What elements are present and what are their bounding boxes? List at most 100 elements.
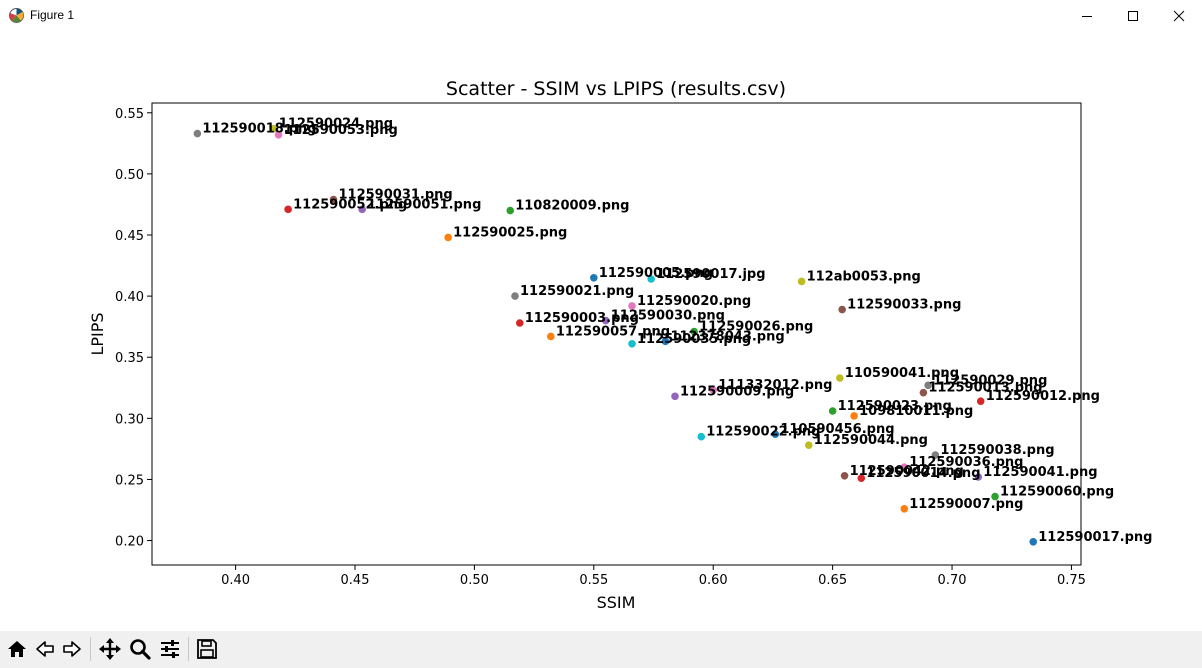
point-label: 112590051.png <box>367 197 481 212</box>
scatter-point <box>193 129 202 138</box>
point-label: 112590007.png <box>909 497 1023 512</box>
data-points <box>193 124 1038 546</box>
scatter-point <box>850 412 858 420</box>
home-button[interactable] <box>4 636 30 662</box>
y-axis-ticks: 0.20 0.25 0.30 0.35 0.40 0.45 0.50 0.55 <box>115 107 152 550</box>
point-label: 112590029.png <box>933 373 1047 388</box>
point-label: 112590025.png <box>453 225 567 240</box>
point-label: 112590053.png <box>284 123 398 138</box>
scatter-point <box>840 471 849 480</box>
point-label: 112590030.png <box>611 309 725 324</box>
point-label: 112590026.png <box>699 320 813 335</box>
point-label: 112590038.png <box>940 443 1054 458</box>
point-label: 112590014.png <box>866 466 980 481</box>
y-tick-label: 0.55 <box>115 107 144 122</box>
scatter-point <box>697 432 706 441</box>
point-label: 112590009.png <box>680 384 794 399</box>
plot-area-frame <box>151 102 1082 566</box>
point-label: 112590033.png <box>847 298 961 313</box>
matplotlib-icon <box>9 8 24 23</box>
point-label: 112590057.png <box>556 324 670 339</box>
chart-title: Scatter - SSIM vs LPIPS (results.csv) <box>446 78 786 100</box>
y-tick-label: 0.30 <box>115 412 144 427</box>
point-label: 112590003.png <box>525 311 639 326</box>
y-tick-label: 0.20 <box>115 535 144 550</box>
x-tick-label: 0.65 <box>818 573 847 588</box>
scatter-point <box>771 430 780 439</box>
scatter-point <box>329 195 338 204</box>
figure-canvas[interactable]: Scatter - SSIM vs LPIPS (results.csv) 0.… <box>0 31 1202 631</box>
toolbar-separator <box>188 637 189 661</box>
scatter-point <box>900 504 909 513</box>
zoom-icon <box>130 639 151 660</box>
y-tick-label: 0.40 <box>115 290 144 305</box>
window-title: Figure 1 <box>30 8 75 22</box>
y-tick-label: 0.45 <box>115 229 144 244</box>
scatter-point <box>919 388 928 397</box>
point-label: 112590021.png <box>520 284 634 299</box>
point-label: 112590060.png <box>1000 485 1114 500</box>
y-axis-label: LPIPS <box>88 312 107 355</box>
x-axis-ticks: 0.40 0.45 0.50 0.55 0.60 0.65 0.70 0.75 <box>221 565 1086 588</box>
y-tick-label: 0.25 <box>115 473 144 488</box>
configure-subplots-icon <box>161 640 179 658</box>
scatter-point <box>506 206 515 215</box>
x-axis-label: SSIM <box>597 593 636 612</box>
x-tick-label: 0.60 <box>699 573 728 588</box>
point-label: 112590044.png <box>814 433 928 448</box>
scatter-point <box>358 205 366 214</box>
configure-subplots-button[interactable] <box>157 636 183 662</box>
zoom-button[interactable] <box>127 636 153 662</box>
scatter-point <box>444 233 452 242</box>
point-label: 112590012.png <box>986 389 1100 404</box>
save-button[interactable] <box>194 636 220 662</box>
navigation-toolbar <box>0 631 1202 668</box>
scatter-point <box>274 130 283 139</box>
point-label: 112590013.png <box>928 381 1042 396</box>
scatter-point <box>709 386 718 395</box>
point-label: 112590052.png <box>293 197 407 212</box>
x-tick-label: 0.50 <box>460 573 489 588</box>
back-button[interactable] <box>32 636 58 662</box>
scatter-point <box>628 302 636 310</box>
point-label: 110590456.png <box>780 422 894 437</box>
point-label: 112590005.png <box>599 266 713 281</box>
point-label: 112590035.png <box>637 332 751 347</box>
forward-icon <box>63 641 81 657</box>
point-label: 112590020.png <box>637 294 751 309</box>
scatter-chart: Scatter - SSIM vs LPIPS (results.csv) 0.… <box>88 78 1152 612</box>
scatter-point <box>284 205 292 214</box>
scatter-point <box>671 392 679 401</box>
scatter-point <box>515 319 524 327</box>
scatter-point <box>857 474 866 483</box>
scatter-point <box>835 374 844 382</box>
minimize-button[interactable] <box>1064 0 1110 31</box>
window-titlebar: Figure 1 <box>0 0 1202 31</box>
point-label: 112378043.png <box>670 329 784 344</box>
point-label: 112590022.png <box>706 425 820 440</box>
scatter-point <box>900 463 909 472</box>
point-label: 112590041.png <box>983 465 1097 480</box>
scatter-point <box>661 337 670 346</box>
scatter-point <box>797 277 806 286</box>
back-icon <box>36 641 54 657</box>
scatter-point <box>991 492 999 501</box>
point-label: 112590017.jpg <box>656 267 765 282</box>
home-icon <box>8 641 26 657</box>
pan-icon <box>99 638 121 660</box>
pan-button[interactable] <box>97 636 123 662</box>
forward-button[interactable] <box>59 636 85 662</box>
point-label: 110820009.png <box>515 199 629 214</box>
x-tick-label: 0.75 <box>1057 573 1086 588</box>
scatter-point <box>601 316 610 325</box>
point-label: 112590031.png <box>339 188 453 203</box>
y-tick-label: 0.50 <box>115 168 144 183</box>
scatter-point <box>511 292 519 300</box>
scatter-point <box>838 305 846 314</box>
close-button[interactable] <box>1156 0 1202 31</box>
y-tick-label: 0.35 <box>115 351 144 366</box>
maximize-button[interactable] <box>1110 0 1156 31</box>
x-tick-label: 0.70 <box>938 573 967 588</box>
close-icon <box>1173 10 1185 21</box>
